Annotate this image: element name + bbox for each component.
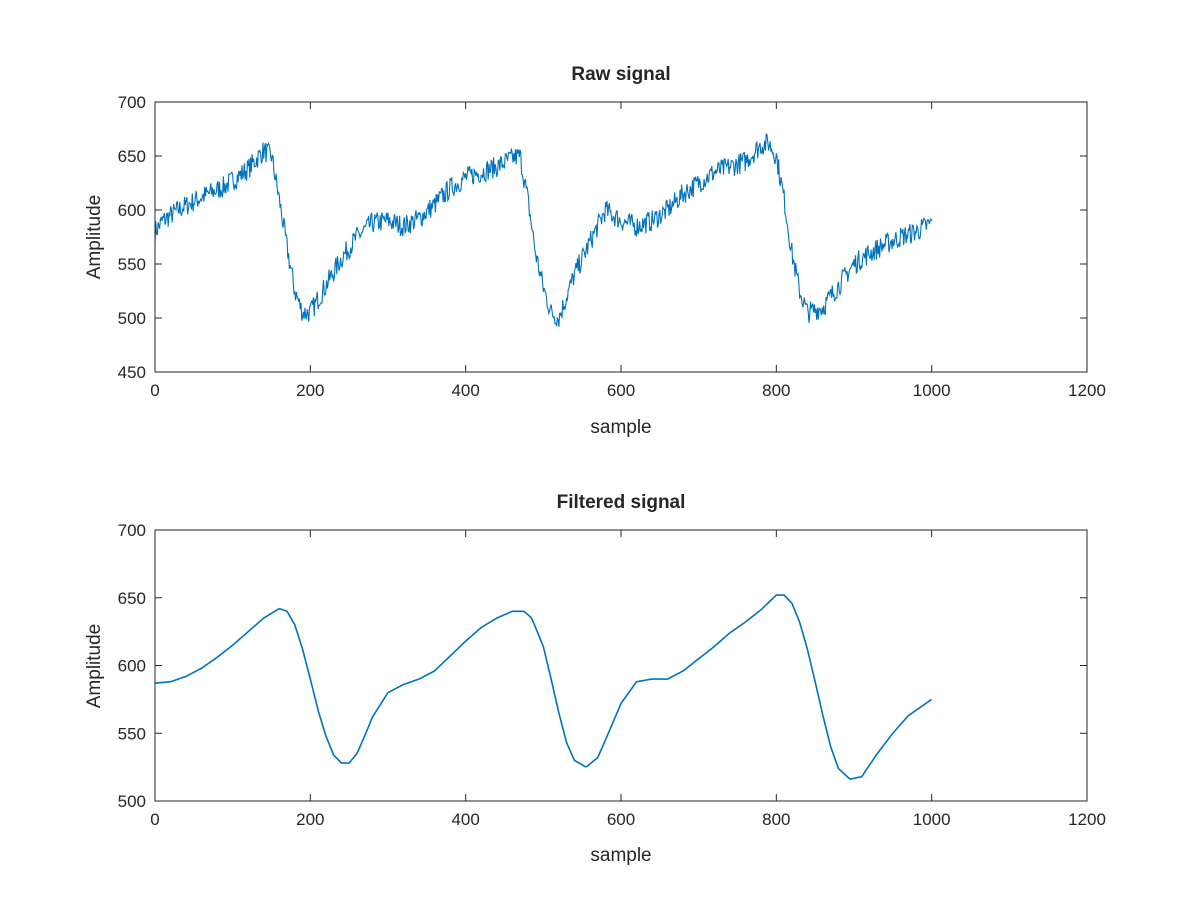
y-tick-label: 500 — [118, 792, 146, 811]
filtered-signal-plot: Filtered signal 0 200 400 600 800 1000 1200 500… — [84, 492, 1106, 866]
x-tick-label: 800 — [762, 810, 790, 829]
y-tick-label: 650 — [118, 589, 146, 608]
x-tick-label: 600 — [607, 381, 635, 400]
x-tick-label: 400 — [451, 381, 479, 400]
x-tick-label: 0 — [150, 810, 159, 829]
raw-signal-ticks: 0 200 400 600 800 1000 1200 450 500 550 600 650 700 — [118, 93, 1106, 400]
y-tick-label: 600 — [118, 201, 146, 220]
y-tick-label: 700 — [118, 521, 146, 540]
x-tick-label: 1000 — [913, 381, 951, 400]
filtered-signal-axes-frame — [154, 529, 1088, 802]
y-tick-label: 500 — [118, 309, 146, 328]
filtered-signal-line — [154, 594, 933, 780]
x-tick-label: 400 — [451, 810, 479, 829]
filtered-signal-title: Filtered signal — [557, 492, 686, 513]
y-tick-label: 550 — [118, 255, 146, 274]
x-tick-label: 0 — [150, 381, 159, 400]
filtered-signal-xlabel: sample — [590, 845, 651, 866]
filtered-signal-ylabel: Amplitude — [84, 624, 105, 709]
raw-signal-plot: Raw signal 0 200 400 600 800 1000 1200 450 500 55… — [84, 64, 1106, 438]
x-tick-label: 1200 — [1068, 381, 1106, 400]
filtered-signal-ticks: 0 200 400 600 800 1000 1200 500 550 600 650 700 — [118, 521, 1106, 829]
raw-signal-line — [154, 133, 933, 327]
y-tick-label: 550 — [118, 724, 146, 743]
y-tick-label: 650 — [118, 147, 146, 166]
x-tick-label: 800 — [762, 381, 790, 400]
raw-signal-ylabel: Amplitude — [84, 195, 105, 280]
x-tick-label: 200 — [296, 810, 324, 829]
y-tick-label: 450 — [118, 363, 146, 382]
x-tick-label: 1200 — [1068, 810, 1106, 829]
y-tick-label: 600 — [118, 657, 146, 676]
x-tick-label: 200 — [296, 381, 324, 400]
x-tick-label: 1000 — [913, 810, 951, 829]
x-tick-label: 600 — [607, 810, 635, 829]
y-tick-label: 700 — [118, 93, 146, 112]
raw-signal-xlabel: sample — [590, 417, 651, 438]
raw-signal-title: Raw signal — [571, 64, 670, 85]
raw-signal-axes-frame — [154, 101, 1088, 373]
